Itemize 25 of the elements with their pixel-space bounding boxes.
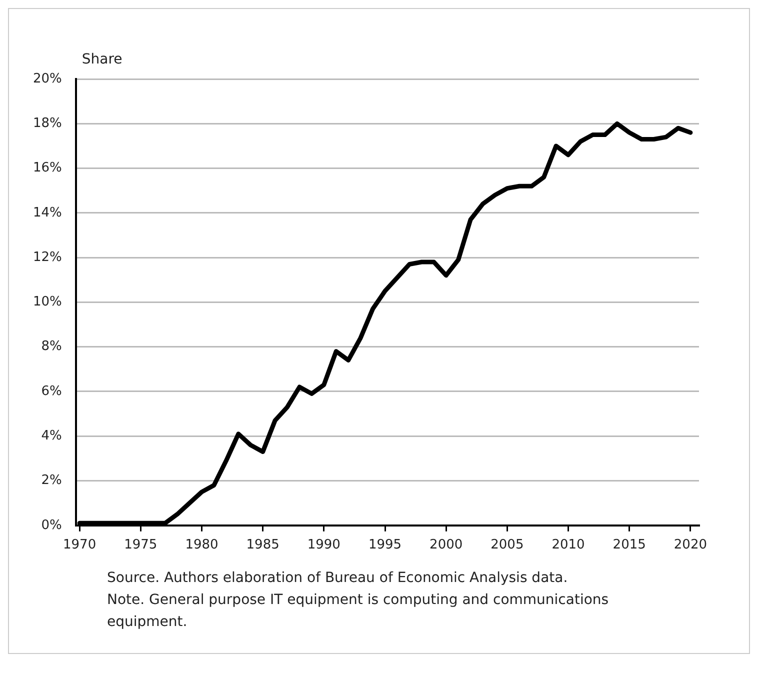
x-tick-label: 2020	[674, 538, 707, 553]
x-tick-label: 1970	[63, 538, 96, 553]
x-tick-label: 1975	[124, 538, 158, 553]
x-tick-label: 1980	[185, 538, 218, 553]
x-tick-label: 1995	[368, 538, 402, 553]
y-tick-label: 10%	[32, 294, 62, 310]
text: Note. General purpose IT equipment is computing and communications equipment.	[107, 591, 610, 632]
x-tick-label: 1985	[246, 538, 280, 553]
y-tick-label: 14%	[32, 205, 62, 220]
x-tick-label: 2005	[490, 538, 524, 553]
y-tick-label: 8%	[41, 339, 62, 354]
y-tick-label: 18%	[32, 116, 62, 132]
y-tick-label: 4%	[41, 428, 62, 444]
y-tick-label: 6%	[41, 384, 62, 399]
y-tick-label: 0%	[41, 518, 62, 533]
source-note: Source. Authors elaboration of Bureau of Economic Analysis data.	[107, 569, 569, 588]
y-tick-label: 2%	[41, 473, 62, 488]
y-axis-title: Share	[82, 52, 122, 68]
x-tick-label: 1990	[307, 538, 340, 553]
y-tick-label: 20%	[32, 71, 62, 86]
x-tick-label: 2010	[552, 538, 585, 553]
y-tick-label: 12%	[32, 250, 62, 265]
x-tick-label: 2000	[430, 538, 463, 553]
x-tick-label: 2015	[612, 538, 646, 553]
y-tick-label: 16%	[32, 160, 62, 176]
